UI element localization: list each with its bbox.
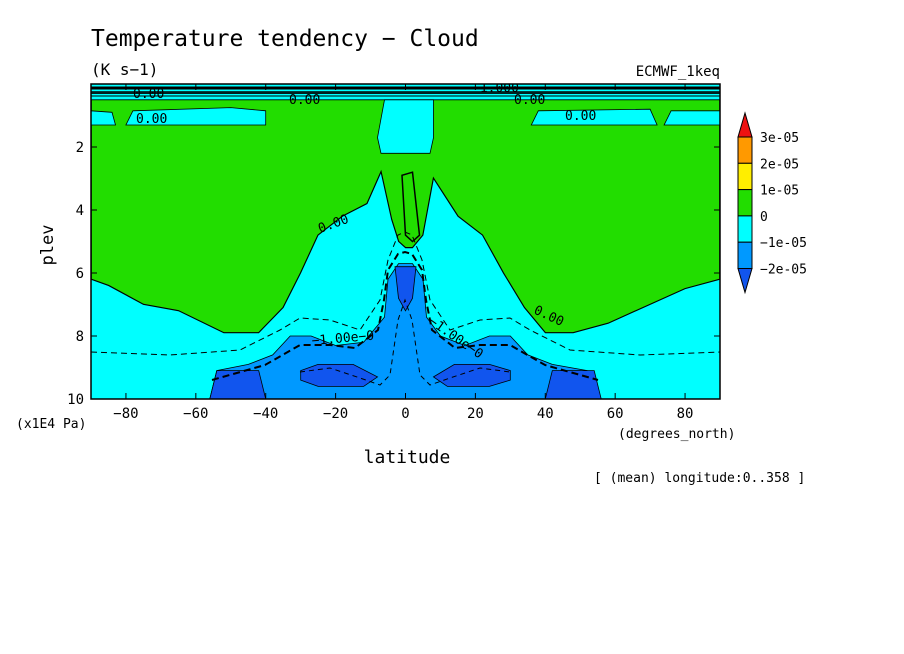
contour-region-4 [91,110,117,126]
mean-note: [ (mean) longitude:0..358 ] [594,471,805,486]
contour-region-5 [530,108,658,126]
colorbar-label-4: −1e-05 [760,236,807,251]
contour-region-6 [663,110,720,126]
contour-label-0: 0.00 [133,87,164,102]
dashed-contour-1 [91,231,720,356]
contour-region-1 [401,171,421,243]
chart-units: (K s−1) [91,60,158,79]
dashed-contour-3 [299,298,511,386]
y-tick-label-3: 8 [76,329,84,345]
y-tick-label-0: 2 [76,140,84,156]
colorbar-label-3: 0 [760,210,768,225]
contour-region-2 [91,93,720,101]
x-tick-label-3: −20 [323,406,348,422]
x-tick-label-6: 40 [537,406,554,422]
contour-region-14 [394,266,417,312]
contour-label-1: 0.00 [289,93,320,108]
x-tick-label-0: −80 [113,406,138,422]
contour-label-3: 0.00 [514,93,545,108]
y-axis-label: plev [38,225,58,266]
contour-region-7 [377,99,434,154]
chart-title: Temperature tendency − Cloud [91,26,479,52]
colorbar-min-arrow [737,268,753,295]
colorbar-label-2: 1e-05 [760,184,799,199]
contour-label-4: 0.00 [565,109,596,124]
x-tick-label-4: 0 [401,406,409,422]
x-tick-label-2: −40 [253,406,278,422]
colorbar-label-0: 3e-05 [760,131,799,146]
colorbar-segment-5 [737,241,753,269]
contour-region-11 [544,370,602,399]
contour-region-3 [125,107,267,126]
colorbar-label-5: −2e-05 [760,263,807,278]
x-axis-label: latitude [364,447,451,468]
colorbar-label-1: 2e-05 [760,157,799,172]
colorbar: 3e-05 2e-05 1e-05 0 −1e-05 −2e-05 [737,111,807,295]
x-axis-units: (degrees_north) [618,427,735,442]
y-tick-label-4: 10 [67,392,84,408]
x-tick-label-8: 80 [677,406,694,422]
x-tick-label-5: 20 [467,406,484,422]
colorbar-segment-1 [737,136,753,164]
plot-area: 0.00 0.00 0.00 0.00 0.00 0.00 0.00 −1.00… [67,81,721,422]
contour-label-7: −1.00e−0 [311,329,375,349]
y-tick-label-2: 6 [76,266,84,282]
colorbar-segment-3 [737,189,753,217]
x-tick-label-7: 60 [607,406,624,422]
contour-label-9: −1.000 [472,81,519,96]
contour-region-10 [209,370,267,399]
contour-fill-regions [91,92,720,399]
colorbar-segment-4 [737,215,753,243]
x-tick-label-1: −60 [183,406,208,422]
contour-region-9 [209,263,602,399]
dataset-label: ECMWF_1keq [636,64,720,80]
colorbar-segment-2 [737,162,753,191]
contour-label-2: 0.00 [136,112,167,127]
x-axis-ticks: −80 −60 −40 −20 0 20 40 60 80 [113,84,693,422]
dashed-contour-2 [211,250,599,381]
y-tick-label-1: 4 [76,203,84,219]
colorbar-max-arrow [737,111,753,138]
y-axis-ticks: 2 4 6 8 10 [67,140,720,408]
y-axis-units: (x1E4 Pa) [16,417,86,432]
